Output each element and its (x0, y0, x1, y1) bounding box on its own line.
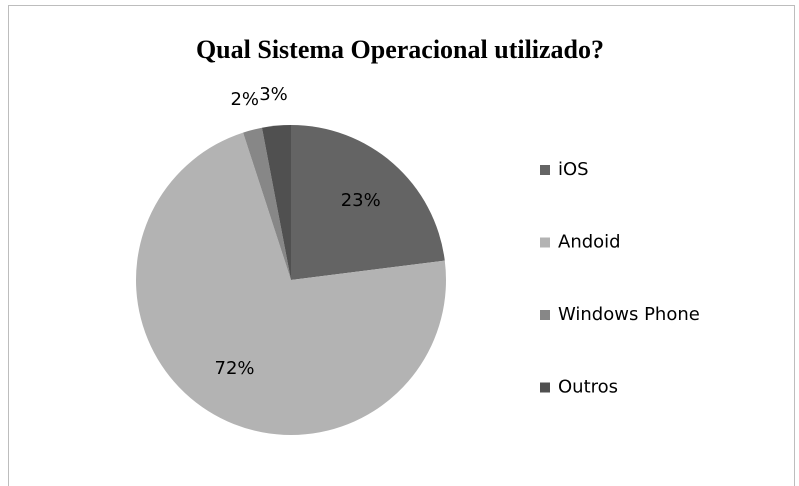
legend-label: iOS (558, 159, 589, 180)
data-label: 2% (230, 89, 259, 110)
data-label: 3% (259, 84, 288, 105)
pie-slice (243, 127, 291, 280)
legend-swatch (540, 310, 550, 320)
chart-title: Qual Sistema Operacional utilizado? (196, 35, 604, 64)
data-label: 23% (341, 190, 381, 211)
legend-label: Andoid (558, 232, 621, 253)
pie-slice (135, 132, 447, 435)
legend-swatch (540, 237, 550, 248)
legend-swatch (540, 382, 550, 393)
legend-label: Outros (558, 377, 618, 398)
pie-slice (291, 125, 445, 280)
legend-swatch (540, 165, 550, 175)
pie-slice (261, 125, 291, 280)
data-label: 72% (215, 358, 255, 379)
legend-label: Windows Phone (558, 304, 700, 325)
